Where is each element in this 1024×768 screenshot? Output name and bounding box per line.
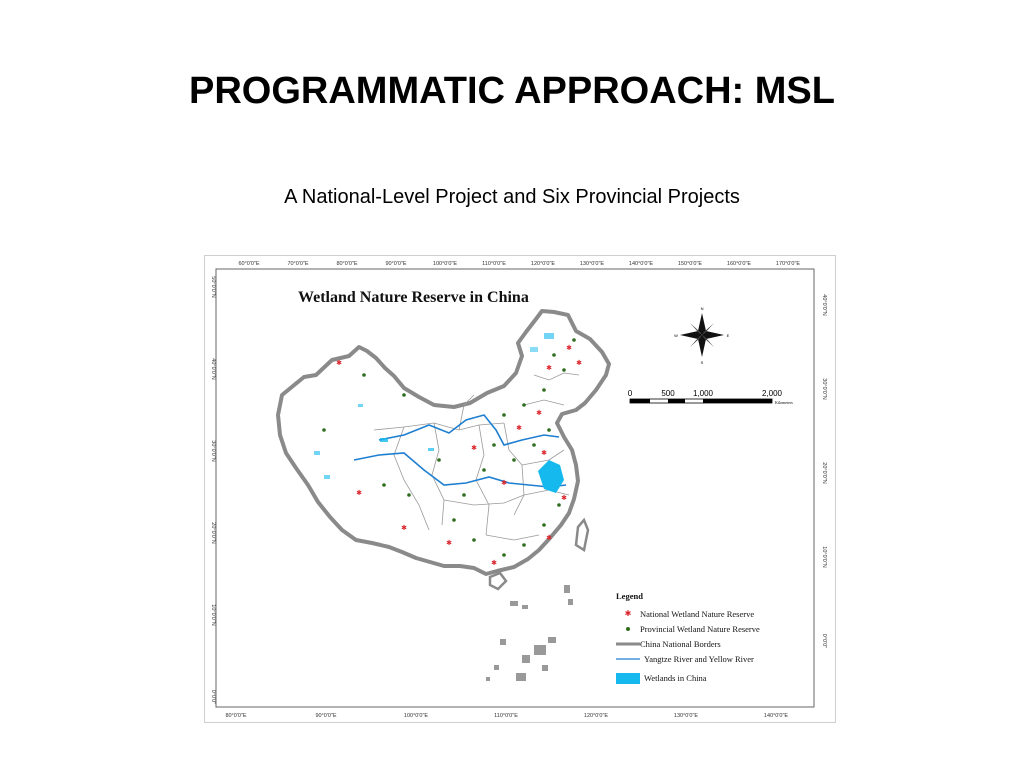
slide-title: PROGRAMMATIC APPROACH: MSL [189, 70, 835, 112]
graticule-label: 130°0'0"E [674, 713, 698, 719]
graticule-label: 30°0'0"N [210, 440, 216, 461]
map-title: Wetland Nature Reserve in China [298, 289, 529, 306]
national-reserve-symbol: ✱ [625, 609, 632, 618]
graticule-label: 110°0'0"E [482, 261, 506, 267]
svg-text:✱: ✱ [501, 479, 507, 487]
svg-text:✱: ✱ [401, 524, 407, 532]
graticule-label: 160°0'0"E [727, 261, 751, 267]
svg-text:✱: ✱ [566, 344, 572, 352]
graticule-label: 100°0'0"E [433, 261, 457, 267]
wetland-map-figure: 60°0'0"E 70°0'0"E 80°0'0"E 90°0'0"E 100°0'0"… [204, 255, 836, 723]
svg-text:Kilometers: Kilometers [775, 400, 793, 405]
graticule-label: 110°0'0"E [494, 713, 518, 719]
svg-text:N: N [701, 306, 704, 311]
right-latitude-labels: 40°0'0"N 30°0'0"N 20°0'0"N 10°0'0"N 0°0'0" [821, 294, 827, 648]
bottom-longitude-labels: 80°0'0"E 90°0'0"E 100°0'0"E 110°0'0"E 120°0'… [225, 713, 788, 719]
svg-text:✱: ✱ [446, 539, 452, 547]
graticule-label: 120°0'0"E [584, 713, 608, 719]
graticule-label: 40°0'0"N [821, 294, 827, 315]
provincial-reserve-markers [322, 338, 576, 557]
south-china-sea-islands [486, 585, 573, 681]
graticule-label: 120°0'0"E [531, 261, 555, 267]
provincial-reserve-symbol [626, 627, 630, 631]
legend-title: Legend [616, 591, 643, 601]
taiwan [574, 517, 590, 553]
wetland-areas [314, 333, 564, 493]
svg-text:✱: ✱ [336, 359, 342, 367]
graticule-label: 80°0'0"E [225, 713, 246, 719]
svg-text:✱: ✱ [516, 424, 522, 432]
svg-text:✱: ✱ [561, 494, 567, 502]
svg-text:✱: ✱ [576, 359, 582, 367]
svg-text:✱: ✱ [356, 489, 362, 497]
graticule-label: 140°0'0"E [629, 261, 653, 267]
svg-text:2,000: 2,000 [762, 389, 783, 398]
graticule-label: 90°0'0"E [385, 261, 406, 267]
legend-rivers: Yangtze River and Yellow River [644, 654, 754, 664]
graticule-label: 0°0'0" [210, 690, 216, 704]
svg-text:✱: ✱ [471, 444, 477, 452]
legend-wetlands: Wetlands in China [644, 673, 707, 683]
graticule-label: 10°0'0"N [210, 604, 216, 625]
legend-national: National Wetland Nature Reserve [640, 609, 754, 619]
svg-text:✱: ✱ [546, 364, 552, 372]
hainan [488, 571, 508, 591]
svg-text:✱: ✱ [541, 449, 547, 457]
svg-text:500: 500 [661, 389, 675, 398]
graticule-label: 20°0'0"N [210, 522, 216, 543]
legend-borders: China National Borders [640, 639, 721, 649]
graticule-label: 90°0'0"E [315, 713, 336, 719]
wetland-symbol [616, 673, 640, 684]
graticule-label: 100°0'0"E [404, 713, 428, 719]
graticule-label: 140°0'0"E [764, 713, 788, 719]
scale-bar: 0 500 1,000 2,000 Kilometers [628, 389, 793, 405]
china-border [276, 309, 611, 576]
legend-provincial: Provincial Wetland Nature Reserve [640, 624, 760, 634]
graticule-label: 20°0'0"N [821, 462, 827, 483]
graticule-label: 70°0'0"E [287, 261, 308, 267]
left-latitude-labels: 50°0'0"N 40°0'0"N 30°0'0"N 20°0'0"N 10°0'0"N… [210, 276, 216, 704]
graticule-label: 60°0'0"E [238, 261, 259, 267]
graticule-label: 150°0'0"E [678, 261, 702, 267]
rivers [353, 414, 567, 488]
map-legend: Legend ✱ National Wetland Nature Reserve… [616, 591, 760, 684]
svg-text:0: 0 [628, 389, 633, 398]
svg-text:W: W [674, 333, 678, 338]
graticule-label: 0°0'0" [821, 634, 827, 648]
svg-text:✱: ✱ [536, 409, 542, 417]
slide-subtitle: A National-Level Project and Six Provinc… [284, 186, 740, 208]
graticule-label: 130°0'0"E [580, 261, 604, 267]
graticule-label: 50°0'0"N [210, 276, 216, 297]
national-reserve-markers: ✱ ✱ ✱ ✱ ✱ ✱ ✱ ✱ ✱ ✱ ✱ ✱ ✱ ✱ ✱ [336, 344, 582, 567]
graticule-label: 170°0'0"E [776, 261, 800, 267]
svg-text:1,000: 1,000 [693, 389, 714, 398]
graticule-label: 30°0'0"N [821, 378, 827, 399]
svg-text:✱: ✱ [546, 534, 552, 542]
svg-text:✱: ✱ [491, 559, 497, 567]
graticule-label: 80°0'0"E [336, 261, 357, 267]
svg-text:E: E [727, 333, 730, 338]
graticule-label: 40°0'0"N [210, 358, 216, 379]
svg-text:S: S [701, 360, 704, 365]
graticule-label: 10°0'0"N [821, 546, 827, 567]
north-arrow-icon: N S E W [674, 306, 730, 365]
top-longitude-labels: 60°0'0"E 70°0'0"E 80°0'0"E 90°0'0"E 100°0'0"… [238, 261, 800, 267]
